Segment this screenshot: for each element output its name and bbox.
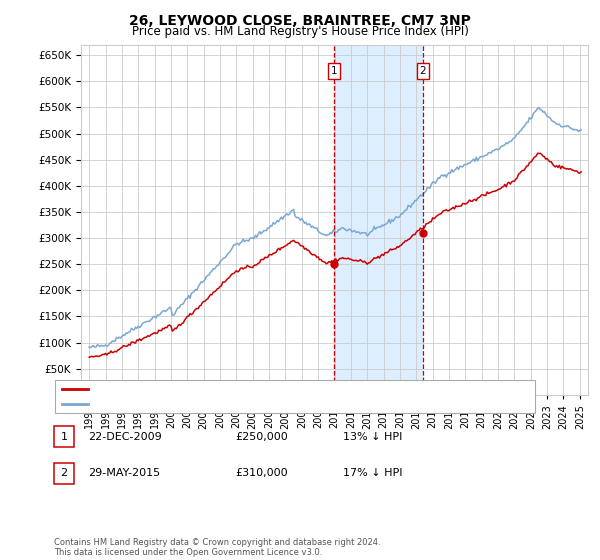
Text: Price paid vs. HM Land Registry's House Price Index (HPI): Price paid vs. HM Land Registry's House … bbox=[131, 25, 469, 38]
Text: 26, LEYWOOD CLOSE, BRAINTREE, CM7 3NP (detached house): 26, LEYWOOD CLOSE, BRAINTREE, CM7 3NP (d… bbox=[93, 384, 416, 394]
Text: Contains HM Land Registry data © Crown copyright and database right 2024.
This d: Contains HM Land Registry data © Crown c… bbox=[54, 538, 380, 557]
Text: 17% ↓ HPI: 17% ↓ HPI bbox=[343, 468, 403, 478]
Text: 26, LEYWOOD CLOSE, BRAINTREE, CM7 3NP: 26, LEYWOOD CLOSE, BRAINTREE, CM7 3NP bbox=[129, 14, 471, 28]
Text: £250,000: £250,000 bbox=[235, 432, 288, 442]
Text: 29-MAY-2015: 29-MAY-2015 bbox=[88, 468, 160, 478]
Text: 1: 1 bbox=[331, 66, 337, 76]
Text: 22-DEC-2009: 22-DEC-2009 bbox=[88, 432, 162, 442]
Text: HPI: Average price, detached house, Braintree: HPI: Average price, detached house, Brai… bbox=[93, 399, 334, 409]
Text: 2: 2 bbox=[419, 66, 426, 76]
Text: £310,000: £310,000 bbox=[235, 468, 288, 478]
Text: 13% ↓ HPI: 13% ↓ HPI bbox=[343, 432, 403, 442]
Text: 2: 2 bbox=[61, 468, 67, 478]
Text: 1: 1 bbox=[61, 432, 67, 442]
